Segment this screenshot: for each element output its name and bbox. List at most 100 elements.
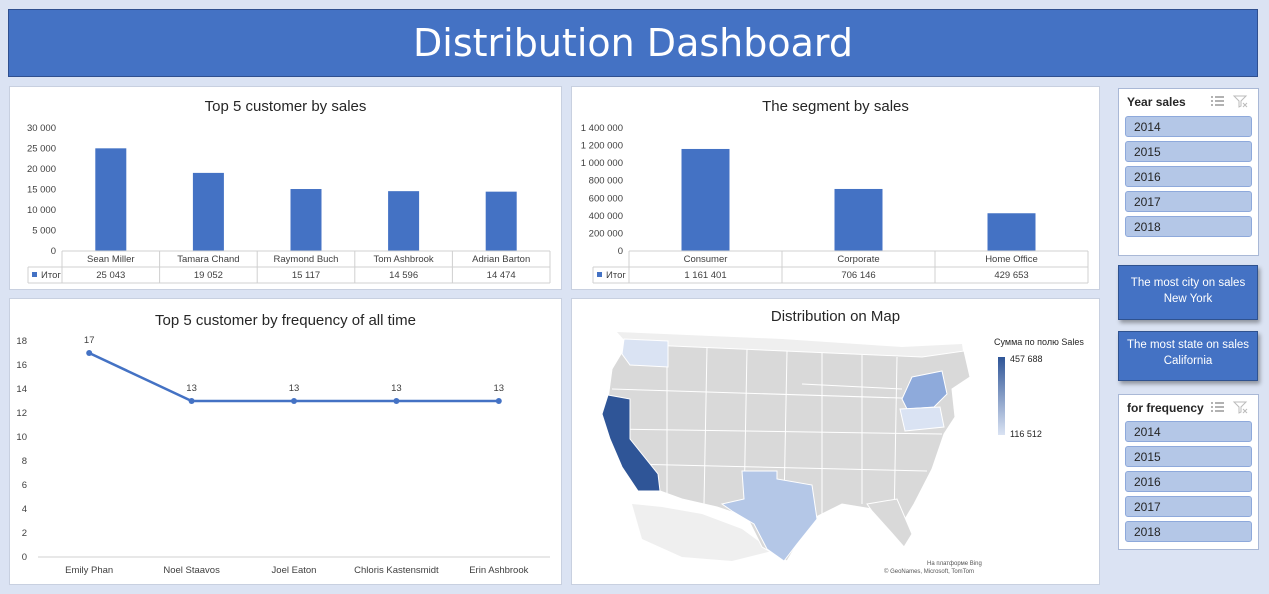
y-tick-label: 1 400 000 [581,123,623,134]
bar [834,188,883,251]
slicer-item-2016[interactable]: 2016 [1125,471,1252,492]
bar [192,172,224,251]
data-label: 13 [186,383,197,394]
clear-filter-icon[interactable] [1232,95,1248,108]
map-legend-max: 457 688 [1010,354,1043,364]
bar [485,191,517,251]
map-credit: © GeoNames, Microsoft, TomTom [884,569,974,575]
y-tick-label: 30 000 [27,123,56,134]
slicer-item-2015[interactable]: 2015 [1125,446,1252,467]
series-name: Итог [41,270,61,281]
y-tick-label: 18 [16,336,27,347]
slicer-item-2017[interactable]: 2017 [1125,496,1252,517]
y-tick-label: 2 [22,528,27,539]
state-borders [611,344,943,525]
category-label: Tamara Chand [177,254,239,265]
data-label: 15 117 [292,270,320,281]
category-label: Tom Ashbrook [373,254,433,265]
multi-select-icon[interactable] [1211,96,1224,106]
frequency-chart-svg: 0 2 4 6 8 10 12 14 16 18 17 Emily Phan 13 Noel Staavo… [16,335,550,576]
category-label: Noel Staavos [163,565,220,576]
y-tick-label: 0 [22,552,27,563]
map-legend-min: 116 512 [1010,429,1042,439]
data-label: 13 [494,383,505,394]
category-label: Sean Miller [87,254,135,265]
state-florida [866,498,913,548]
frequency-chart[interactable]: Top 5 customer by frequency of all time … [9,298,562,585]
state-texas [720,470,818,562]
chart-title: Distribution on Map [770,308,901,325]
y-tick-label: 6 [22,480,27,491]
slicer-item-2014[interactable]: 2014 [1125,421,1252,442]
bar [290,189,322,251]
map-legend-title: Сумма по полю Sales [994,337,1084,347]
chart-title: Top 5 customer by frequency of all time [155,312,416,329]
slicer-item-2018[interactable]: 2018 [1125,216,1252,237]
state-pennsylvania [899,406,945,432]
clear-filter-icon[interactable] [1232,401,1248,414]
category-label: Home Office [985,254,1038,265]
map-credit-bing: На платформе Bing [927,561,982,567]
kpi-city-label: The most city on sales [1130,277,1246,289]
y-tick-label: 10 [16,432,27,443]
y-tick-label: 400 000 [589,211,623,222]
kpi-most-city[interactable]: The most city on sales New York [1118,265,1258,320]
kpi-state-value: California [1163,355,1213,367]
y-tick-label: 4 [22,504,27,515]
bar [681,148,730,251]
category-label: Joel Eaton [272,565,317,576]
y-tick-label: 25 000 [27,144,56,155]
data-point [86,350,93,356]
y-tick-label: 5 000 [32,226,56,237]
segment-sales-chart[interactable]: The segment by sales 0 200 000 400 000 600 … [571,86,1100,290]
data-label: 13 [391,383,402,394]
kpi-city-value: New York [1163,293,1213,305]
mexico-land [632,504,772,561]
data-point [495,398,502,404]
series-name: Итог [606,270,626,281]
data-label: 429 653 [994,270,1028,281]
y-tick-label: 1 200 000 [581,141,623,152]
data-label: 14 596 [389,270,418,281]
category-label: Adrian Barton [472,254,530,265]
legend-gradient [998,357,1005,435]
dashboard-header: Distribution Dashboard [8,9,1258,77]
chart-title: The segment by sales [762,98,909,115]
slicer-for-frequency: for frequency 2014 2015 2016 2017 2018 [1118,394,1259,550]
y-tick-label: 12 [16,408,27,419]
y-tick-label: 20 000 [27,164,56,175]
top5-sales-chart[interactable]: Top 5 customer by sales 0 5 000 10 000 15 0… [9,86,562,290]
bar [987,213,1036,251]
slicer-controls [1210,400,1250,419]
multi-select-icon[interactable] [1211,402,1224,412]
y-tick-label: 14 [16,384,27,395]
kpi-state-label: The most state on sales [1126,339,1250,351]
slicer-item-2017[interactable]: 2017 [1125,191,1252,212]
slicer-title: for frequency [1127,401,1204,415]
y-tick-label: 600 000 [589,193,623,204]
y-tick-label: 1 000 000 [581,158,623,169]
chart-title: Top 5 customer by sales [204,98,367,115]
kpi-most-state[interactable]: The most state on sales California [1118,331,1258,381]
data-point [291,398,297,404]
slicer-year-sales: Year sales 2014 2015 2016 2017 2018 [1118,88,1259,256]
data-label: 25 043 [96,270,125,281]
category-label: Corporate [837,254,879,265]
slicer-item-2014[interactable]: 2014 [1125,116,1252,137]
segment-chart-svg: 0 200 000 400 000 600 000 800 000 1 000 000 1 … [581,123,1089,284]
category-label: Raymond Buch [274,254,339,265]
us-map [601,332,1005,562]
data-point [393,398,400,404]
data-label: 706 146 [841,270,875,281]
y-tick-label: 16 [16,360,27,371]
y-tick-label: 0 [51,246,56,257]
data-label: 13 [289,383,300,394]
slicer-item-2018[interactable]: 2018 [1125,521,1252,542]
y-tick-label: 800 000 [589,176,623,187]
slicer-item-2016[interactable]: 2016 [1125,166,1252,187]
map-chart[interactable]: Distribution on Map С [571,298,1100,585]
y-tick-label: 0 [618,246,623,257]
slicer-item-2015[interactable]: 2015 [1125,141,1252,162]
bar [388,191,420,251]
data-label: 14 474 [487,270,516,281]
